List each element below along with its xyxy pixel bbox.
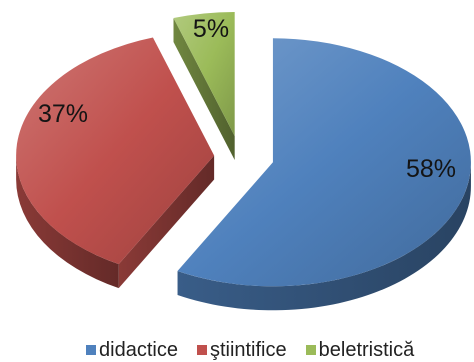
legend-swatch-beletristica	[305, 345, 316, 355]
legend-label-beletristica: beletristică	[318, 339, 415, 361]
data-labels: 58% 37% 5%	[38, 15, 456, 183]
legend-label-stiintifice: ştiintifice	[209, 339, 287, 361]
pie-slice-beletristica-start-wall	[173, 18, 235, 160]
data-label-didactice: 58%	[406, 155, 456, 183]
data-label-stiintifice: 37%	[38, 100, 88, 128]
legend: didactice ştiintifice beletristică	[86, 339, 414, 361]
pie-slice-beletristica	[173, 11, 235, 136]
legend-item-stiintifice: ştiintifice	[196, 339, 287, 361]
pie-slice-stiintifice-outer-wall	[16, 155, 119, 289]
pie-slice-stiintifice-start-wall	[118, 155, 215, 289]
data-label-beletristica: 5%	[193, 15, 229, 43]
legend-item-didactice: didactice	[86, 339, 178, 361]
pie-slice-didactice-outer-wall	[177, 162, 471, 311]
pie-slice-tops	[16, 11, 471, 287]
pie-slice-walls	[16, 18, 471, 311]
legend-label-didactice: didactice	[99, 339, 178, 361]
pie-slice-stiintifice	[16, 37, 215, 265]
pie-slice-didactice	[177, 38, 471, 287]
legend-item-beletristica: beletristică	[305, 339, 415, 361]
legend-swatch-stiintifice	[196, 345, 207, 355]
legend-swatch-didactice	[86, 345, 96, 355]
